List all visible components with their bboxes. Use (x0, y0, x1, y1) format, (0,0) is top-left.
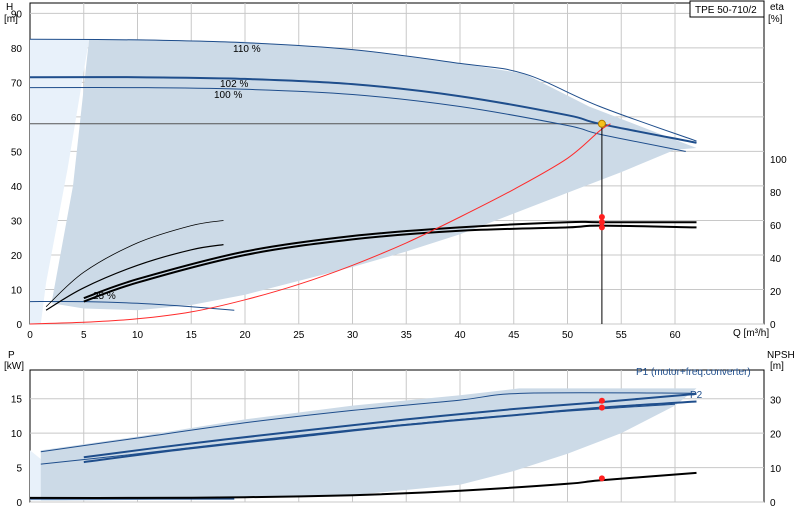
eta-tick-label: 40 (770, 254, 782, 265)
curve-110 (29, 38, 697, 142)
eta-tick-label: 80 (770, 188, 782, 199)
h-tick-label: 80 (11, 44, 23, 55)
curve-label-min: 25 % (93, 291, 116, 302)
q-tick-label: 60 (669, 330, 681, 341)
curve-min (29, 300, 235, 311)
qp-envelope (40, 388, 697, 501)
h-axis-label: H (6, 2, 13, 13)
npsh-tick-label: 0 (770, 498, 776, 509)
eta-duty-point (598, 214, 605, 220)
p-axis-label: P (8, 350, 15, 361)
chart-title: TPE 50-710/2 (695, 5, 757, 16)
p-tick-label: 5 (16, 464, 22, 475)
npsh-tick-label: 30 (770, 395, 782, 406)
p-tick-label: 15 (11, 395, 23, 406)
qh-envelope (51, 39, 697, 311)
q-tick-label: 10 (132, 330, 144, 341)
p1-curve-upper (40, 392, 697, 453)
qp-ticks: 0 5 10 15 0 10 20 30 (11, 395, 782, 509)
npsh-axis-unit: [m] (770, 361, 784, 372)
curve-label-102: 102 % (220, 79, 248, 90)
eta-tick-label: 20 (770, 287, 782, 298)
q-tick-label: 55 (616, 330, 628, 341)
qh-areas (30, 39, 697, 324)
q-tick-label: 50 (562, 330, 574, 341)
q-tick-label: 15 (186, 330, 198, 341)
eta-tick-label: 60 (770, 221, 782, 232)
h-tick-label: 0 (16, 320, 22, 331)
qh-ticks: 0 5 10 15 20 25 30 35 40 45 50 55 60 0 10 20 30 40 50 60 70 8… (11, 9, 787, 341)
h-tick-label: 20 (11, 251, 23, 262)
h-tick-label: 10 (11, 285, 23, 296)
qh-panel: 0 5 10 15 20 25 30 35 40 45 50 55 60 0 10 20 30 40 50 60 70 8… (4, 0, 787, 341)
h-tick-label: 70 (11, 78, 23, 89)
eta-tick-label: 0 (770, 320, 776, 331)
eta-axis-unit: [%] (768, 14, 783, 25)
qp-lines (29, 392, 697, 500)
p-axis-unit: [kW] (4, 361, 24, 372)
curve-label-110: 110 % (233, 44, 261, 55)
q-tick-label: 30 (347, 330, 359, 341)
q-tick-label: 5 (81, 330, 87, 341)
curve-label-100: 100 % (214, 90, 242, 101)
eta-curve-2 (45, 244, 224, 311)
p-tick-label: 0 (16, 498, 22, 509)
q-axis-label: Q [m³/h] (733, 328, 769, 339)
eta-curve-1 (45, 220, 224, 307)
q-tick-label: 20 (239, 330, 251, 341)
h-tick-label: 30 (11, 216, 23, 227)
npsh-tick-label: 20 (770, 430, 782, 441)
npsh-duty-point (598, 475, 605, 482)
curve-100 (29, 86, 686, 152)
eta-curve-4 (83, 224, 697, 303)
q-tick-label: 35 (401, 330, 413, 341)
duty-point (597, 119, 606, 128)
eta-tick-label: 100 (770, 155, 787, 166)
npsh-axis-label: NPSH (767, 350, 795, 361)
system-curve (29, 123, 611, 325)
eta-duty-point (598, 224, 605, 231)
q-tick-label: 25 (293, 330, 305, 341)
p2-curve-lower (40, 403, 676, 465)
qp-areas (30, 388, 697, 501)
q-tick-label: 0 (27, 330, 33, 341)
power-duty-point (598, 397, 605, 404)
qp-panel: 0 5 10 15 0 10 20 30 P [kW] NPSH [m] P1 (motor+… (4, 350, 795, 509)
p-tick-label: 10 (11, 429, 23, 440)
h-tick-label: 90 (11, 9, 23, 20)
h-axis-unit: [m] (4, 14, 18, 25)
qh-lines (29, 38, 697, 325)
eta-axis-label: eta (770, 2, 784, 13)
npsh-tick-label: 10 (770, 464, 782, 475)
curve-102 (29, 76, 697, 144)
qh-left-region (30, 39, 90, 324)
h-tick-label: 60 (11, 113, 23, 124)
q-tick-label: 45 (508, 330, 520, 341)
h-tick-label: 40 (11, 182, 23, 193)
q-tick-label: 40 (454, 330, 466, 341)
title-box (689, 0, 765, 18)
eta-curve-3 (83, 220, 697, 300)
h-tick-label: 50 (11, 147, 23, 158)
power-duty-point (598, 404, 605, 411)
legend-p1: P1 (motor+freq.converter) (636, 367, 751, 378)
eta-duty-point (598, 219, 605, 226)
legend-p2: P2 (690, 390, 703, 401)
npsh-curve (29, 471, 697, 499)
